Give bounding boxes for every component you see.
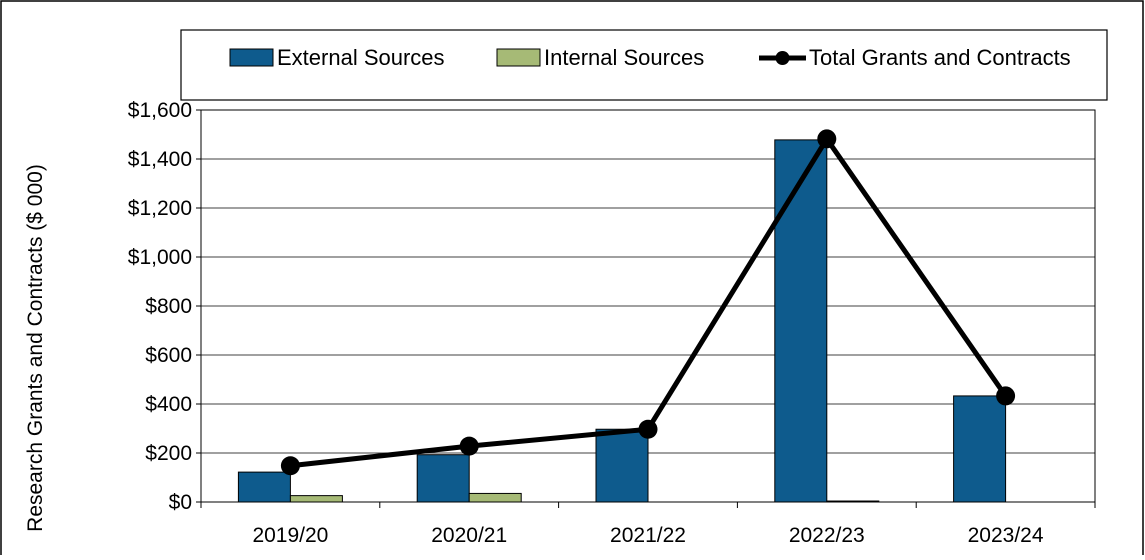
legend-label-total: Total Grants and Contracts [809, 45, 1071, 70]
x-axis-ticks: 2019/20 2020/21 2021/22 2022/23 2023/24 [200, 502, 1096, 547]
y-axis-ticks: $0 $200 $400 $600 $800 $1,000 $1,200 $1,400 $1,6… [128, 99, 201, 514]
bar-external [953, 395, 1007, 503]
legend: External Sources Internal Sources Total … [180, 29, 1108, 101]
x-tick-label: 2022/23 [789, 524, 865, 547]
plot-area [200, 109, 1096, 503]
total-point [996, 386, 1016, 406]
total-line [290, 136, 1008, 469]
total-point [638, 419, 658, 439]
bar-internal [468, 492, 522, 503]
x-tick-label: 2023/24 [968, 524, 1044, 547]
bar-internal [289, 495, 343, 503]
legend-label-internal: Internal Sources [544, 45, 704, 70]
legend-box [180, 29, 1108, 101]
legend-swatch-external [229, 48, 274, 67]
total-point [459, 436, 479, 456]
y-tick-label: $1,600 [128, 99, 192, 122]
y-tick-label: $1,000 [128, 246, 192, 269]
y-tick-label: $0 [169, 491, 192, 514]
y-tick-label: $600 [145, 344, 192, 367]
x-tick-label: 2019/20 [252, 524, 328, 547]
y-tick-label: $1,400 [128, 148, 192, 171]
bar-external [237, 471, 291, 503]
legend-marker-total [775, 51, 790, 65]
total-series [280, 129, 1016, 476]
y-tick-label: $1,200 [128, 197, 192, 220]
y-tick-label: $400 [145, 393, 192, 416]
legend-swatch-internal [496, 48, 541, 67]
y-tick-label: $200 [145, 442, 192, 465]
total-point [280, 456, 300, 476]
bar-external [595, 428, 649, 503]
legend-label-external: External Sources [277, 45, 445, 70]
bar-external [774, 139, 828, 503]
x-tick-label: 2020/21 [431, 524, 507, 547]
bars [237, 139, 1007, 503]
bar-external [416, 454, 470, 503]
x-tick-label: 2021/22 [610, 524, 686, 547]
total-point [817, 129, 837, 149]
y-tick-label: $800 [145, 295, 192, 318]
y-axis-title: Research Grants and Contracts ($ 000) [24, 164, 47, 532]
